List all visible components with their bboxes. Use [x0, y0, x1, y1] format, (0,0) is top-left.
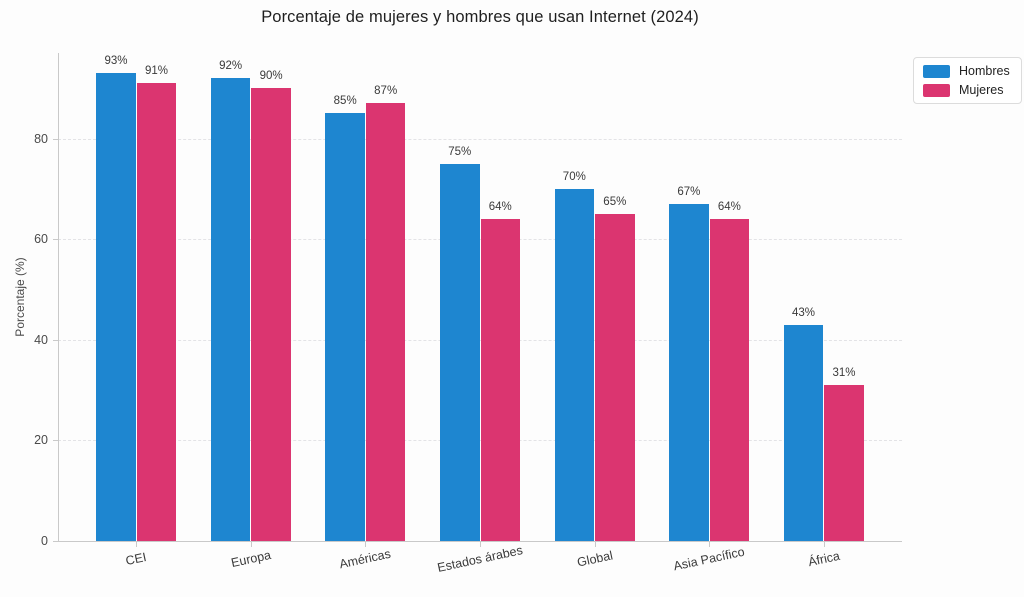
x-tick-label-1: Europa: [229, 547, 273, 571]
value-label-mujeres-4: 65%: [603, 195, 627, 208]
y-axis-line: [58, 53, 59, 541]
y-tick-label-20: 20: [34, 433, 48, 448]
gridline-20: [58, 440, 902, 442]
value-label-mujeres-1: 90%: [259, 70, 283, 83]
x-tick-label-0: CEI: [124, 549, 148, 569]
x-tick-6: [823, 542, 825, 547]
value-labels-layer: 93% 92% 85% 75% 70% 67% 43% 91% 90% 87% 64% 65% 64% 3…: [58, 53, 902, 541]
bar-hombres-5: [669, 203, 709, 541]
x-tick-label-6: África: [806, 548, 841, 570]
gridline-80: [58, 138, 902, 140]
chart-title: Porcentaje de mujeres y hombres que usan…: [261, 8, 699, 26]
value-label-mujeres-6: 31%: [832, 367, 856, 380]
bar-mujeres-5: [709, 219, 750, 541]
bar-mujeres-3: [480, 219, 520, 541]
bar-mujeres-4: [595, 213, 635, 541]
x-tick-label-3: Estados árabes: [436, 543, 524, 575]
x-axis-line: [58, 541, 902, 542]
legend-swatch-mujeres: [923, 83, 950, 97]
bar-hombres-1: [210, 78, 251, 541]
legend-label-hombres: Hombres: [959, 64, 1010, 78]
bar-mujeres-0: [136, 83, 177, 541]
bar-hombres-0: [96, 73, 136, 541]
legend: Hombres Mujeres: [913, 57, 1022, 104]
legend-label-mujeres: Mujeres: [959, 83, 1004, 97]
y-tick-20: [53, 440, 58, 442]
legend-item-hombres: Hombres: [923, 64, 1010, 78]
plot-area: 93% 92% 85% 75% 70% 67% 43% 91% 90% 87% 64% 65% 64% 3…: [58, 53, 902, 541]
value-label-hombres-5: 67%: [677, 185, 701, 198]
bar-hombres-6: [783, 324, 824, 541]
y-axis-title: Porcentaje (%): [13, 257, 27, 337]
bar-hombres-3: [440, 163, 480, 541]
y-tick-40: [53, 339, 58, 341]
y-tick-label-0: 0: [41, 534, 48, 548]
value-label-mujeres-3: 64%: [488, 201, 512, 214]
value-label-hombres-1: 92%: [219, 60, 243, 73]
value-label-hombres-2: 85%: [333, 95, 357, 108]
bar-hombres-2: [325, 113, 365, 541]
x-tick-5: [709, 542, 711, 547]
value-label-hombres-0: 93%: [104, 55, 128, 68]
bar-mujeres-6: [824, 385, 864, 541]
value-label-mujeres-2: 87%: [374, 85, 398, 98]
gridline-60: [58, 239, 902, 241]
value-label-mujeres-5: 64%: [717, 201, 741, 214]
bar-hombres-4: [554, 188, 595, 541]
y-tick-label-80: 80: [34, 131, 48, 146]
y-tick-80: [53, 138, 58, 140]
x-tick-0: [136, 542, 138, 547]
gridlines-layer: [58, 53, 902, 541]
y-tick-label-60: 60: [34, 232, 48, 247]
value-label-hombres-3: 75%: [448, 145, 472, 158]
y-tick-60: [53, 239, 58, 241]
x-tick-4: [594, 542, 596, 547]
value-label-hombres-6: 43%: [791, 306, 815, 319]
bar-mujeres-1: [251, 88, 291, 541]
gridline-40: [58, 339, 902, 341]
x-tick-label-5: Asia Pacífico: [672, 544, 746, 574]
bars-layer: [58, 53, 902, 541]
value-label-mujeres-0: 91%: [145, 65, 169, 78]
x-tick-1: [250, 542, 252, 547]
x-tick-3: [480, 542, 481, 547]
y-tick-label-40: 40: [34, 332, 48, 347]
x-tick-2: [365, 542, 367, 547]
y-tick-0: [53, 541, 58, 542]
x-tick-label-4: Global: [575, 548, 614, 570]
x-tick-label-2: Américas: [338, 546, 393, 572]
legend-item-mujeres: Mujeres: [923, 83, 1010, 97]
bar-mujeres-2: [365, 103, 406, 541]
legend-swatch-hombres: [923, 64, 950, 78]
value-label-hombres-4: 70%: [562, 170, 586, 183]
